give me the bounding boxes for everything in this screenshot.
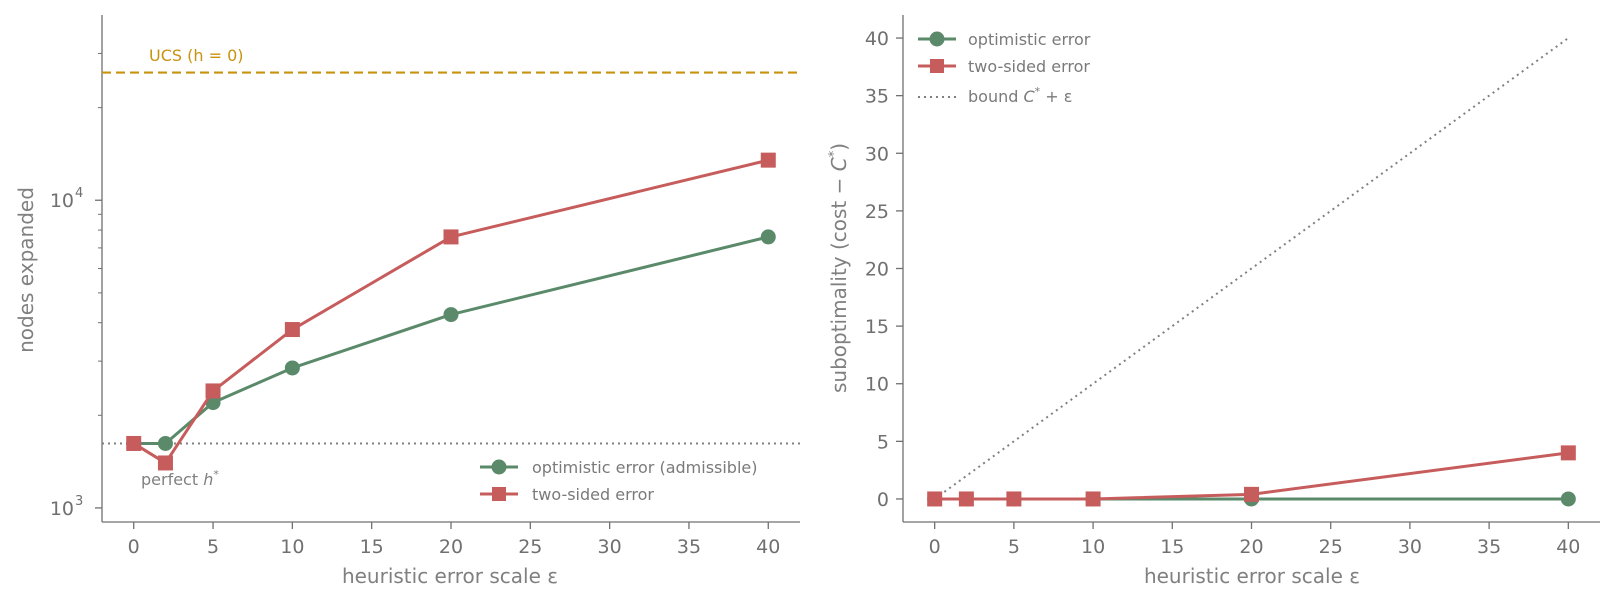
perfect-heuristic-annotation: perfect h* xyxy=(141,468,219,489)
legend-label-bound: bound C* + ε xyxy=(968,85,1072,106)
y-tick-label: 30 xyxy=(865,143,889,165)
left-x-ticks: 0 5 10 15 20 25 30 35 40 xyxy=(128,522,780,558)
legend-swatch-circle-marker xyxy=(491,459,507,475)
legend-label-two-sided: two-sided error xyxy=(968,57,1090,76)
two-sided-data-point xyxy=(760,152,776,168)
y-tick-label: 10 xyxy=(50,498,74,520)
ucs-annotation: UCS (h = 0) xyxy=(149,46,244,65)
right-y-axis-label: suboptimality (cost − C*) xyxy=(827,143,851,393)
x-tick-label: 25 xyxy=(1319,536,1343,558)
legend-entry-optimistic: optimistic error xyxy=(918,30,1091,49)
two-sided-data-point xyxy=(1560,445,1576,461)
x-tick-label: 20 xyxy=(1239,536,1263,558)
x-tick-label: 0 xyxy=(128,536,140,558)
right-series xyxy=(927,445,1576,507)
y-tick-label: 15 xyxy=(865,316,889,338)
optimistic-data-point xyxy=(443,307,459,323)
x-tick-label: 35 xyxy=(677,536,701,558)
perfect-annotation-symbol: h xyxy=(203,470,213,489)
right-panel: 0 5 10 15 20 25 30 35 40 0 5 10 15 20 25 30 35 40 heuris… xyxy=(827,15,1600,588)
legend-entry-two-sided: two-sided error xyxy=(918,57,1090,76)
y-tick-label: 40 xyxy=(865,28,889,50)
two-sided-data-point xyxy=(1085,491,1101,507)
y-tick-exponent: 4 xyxy=(75,186,83,201)
optimistic-data-point xyxy=(1560,491,1576,507)
x-tick-label: 40 xyxy=(1556,536,1580,558)
legend-swatch-square-marker xyxy=(930,59,944,73)
x-tick-label: 15 xyxy=(360,536,384,558)
two-sided-data-point xyxy=(205,383,221,399)
right-x-ticks: 0 5 10 15 20 25 30 35 40 xyxy=(929,522,1580,558)
x-tick-label: 40 xyxy=(756,536,780,558)
x-tick-label: 25 xyxy=(518,536,542,558)
two-sided-data-point xyxy=(284,322,300,338)
y-tick-label: 20 xyxy=(865,259,889,281)
x-tick-label: 15 xyxy=(1160,536,1184,558)
y-tick-label: 10 xyxy=(50,190,74,212)
right-y-label-close: ) xyxy=(827,143,851,151)
optimistic-data-point xyxy=(157,435,173,451)
x-tick-label: 5 xyxy=(207,536,219,558)
right-y-ticks: 0 5 10 15 20 25 30 35 40 xyxy=(865,28,903,511)
bound-reference-line xyxy=(934,37,1569,500)
right-y-label-text: suboptimality (cost − xyxy=(827,171,851,393)
two-sided-data-point xyxy=(958,491,974,507)
x-tick-label: 30 xyxy=(598,536,622,558)
bound-label-prefix: bound xyxy=(968,87,1023,106)
x-tick-label: 5 xyxy=(1008,536,1020,558)
legend-entry-optimistic-admissible: optimistic error (admissible) xyxy=(480,458,758,477)
x-tick-label: 20 xyxy=(439,536,463,558)
right-x-axis-label: heuristic error scale ε xyxy=(1144,564,1360,588)
y-tick-label: 5 xyxy=(877,431,889,453)
x-tick-label: 0 xyxy=(929,536,941,558)
right-y-label-superscript: * xyxy=(827,150,842,157)
two-sided-data-point xyxy=(1006,491,1022,507)
left-y-minor-ticks xyxy=(98,52,102,416)
legend-entry-bound: bound C* + ε xyxy=(918,85,1072,106)
right-y-label-symbol: C xyxy=(827,157,851,171)
left-y-axis-label: nodes expanded xyxy=(14,187,38,353)
bound-label-superscript: * xyxy=(1035,85,1041,98)
optimistic-series-line xyxy=(133,235,769,445)
perfect-annotation-superscript: * xyxy=(213,468,219,481)
left-series xyxy=(126,152,776,471)
legend-label-two-sided: two-sided error xyxy=(532,485,654,504)
legend-label-optimistic: optimistic error xyxy=(968,30,1091,49)
bound-label-symbol: C xyxy=(1023,87,1035,106)
two-sided-data-point xyxy=(443,229,459,245)
two-sided-data-point xyxy=(157,455,173,471)
y-tick-label: 10 xyxy=(865,374,889,396)
legend-entry-two-sided: two-sided error xyxy=(480,485,654,504)
x-tick-label: 30 xyxy=(1398,536,1422,558)
legend-label-optimistic-admissible: optimistic error (admissible) xyxy=(532,458,758,477)
two-sided-data-point xyxy=(927,491,943,507)
two-sided-data-point xyxy=(126,435,142,451)
optimistic-data-point xyxy=(284,360,300,376)
bound-label-rest: + ε xyxy=(1040,87,1072,106)
two-sided-data-point xyxy=(1244,486,1259,502)
perfect-annotation-prefix: perfect xyxy=(141,470,203,489)
y-tick-label: 35 xyxy=(865,86,889,108)
y-tick-exponent: 3 xyxy=(75,494,83,509)
x-tick-label: 10 xyxy=(280,536,304,558)
y-tick-label: 25 xyxy=(865,201,889,223)
legend-swatch-circle-marker xyxy=(929,31,945,47)
right-legend: optimistic error two-sided error bound C… xyxy=(918,30,1091,106)
left-legend: optimistic error (admissible) two-sided … xyxy=(480,458,758,504)
optimistic-data-point xyxy=(760,229,776,245)
x-tick-label: 10 xyxy=(1081,536,1105,558)
y-tick-label: 0 xyxy=(877,489,889,511)
left-x-axis-label: heuristic error scale ε xyxy=(342,564,558,588)
x-tick-label: 35 xyxy=(1477,536,1501,558)
legend-swatch-square-marker xyxy=(492,487,506,501)
